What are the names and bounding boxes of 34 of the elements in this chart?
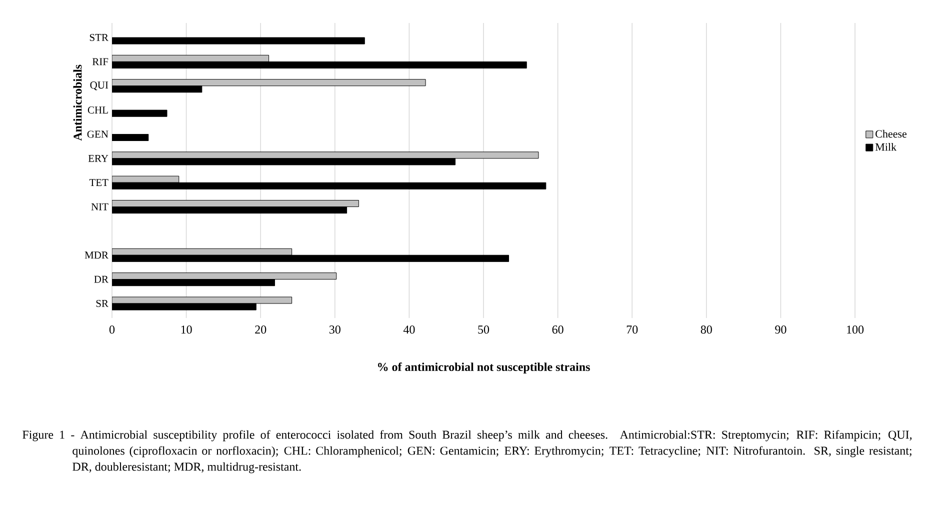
bar xyxy=(112,176,180,183)
bar xyxy=(112,54,270,62)
x-tick-label: 20 xyxy=(255,326,266,334)
x-tick-label: 70 xyxy=(626,326,638,334)
x-tick-label: 60 xyxy=(552,326,564,334)
y-tick-label: MDR xyxy=(84,252,108,259)
bar xyxy=(112,248,292,256)
legend-label: Cheese xyxy=(876,130,906,138)
x-tick-label: 10 xyxy=(181,326,192,334)
y-tick-label: TET xyxy=(89,179,108,186)
x-tick-label: 90 xyxy=(775,326,786,334)
bar xyxy=(112,272,337,280)
y-tick-label: SR xyxy=(96,300,108,308)
y-axis-title: Antimicrobials xyxy=(73,64,82,141)
x-tick-label: 30 xyxy=(329,326,340,334)
y-tick-label: CHL xyxy=(88,106,108,114)
x-tick-label: 40 xyxy=(403,326,415,334)
y-tick-label: ERY xyxy=(88,154,108,162)
x-tick-label: 0 xyxy=(109,326,115,334)
x-axis-title: % of antimicrobial not susceptible strains xyxy=(378,362,590,374)
bar xyxy=(112,152,539,159)
y-tick-label: STR xyxy=(90,34,108,42)
y-tick-label: DR xyxy=(94,276,108,283)
x-tick-label: 100 xyxy=(847,326,864,334)
y-tick-label: QUI xyxy=(90,82,108,90)
legend-label: Milk xyxy=(875,143,897,151)
bar xyxy=(112,200,359,208)
caption: Figure 1 - Antimicrobial susceptibility profile of enterococci isolated from South Brazil sheep’s milk and cheeses. Antimicrobial:STR: Streptomycin; RIF: Rifampicin; QUI, quinolones (ciprofloxacin or norfloxacin); CHL: Chloramphenicol; GEN: Gentamicin; ERY: Erythromycin; TET: Tetracycline; NIT: Nitrofurantoin. SR, single resistant; DR, doubleresistant; MDR, multidrug-resistant. xyxy=(22,430,912,474)
bar xyxy=(112,79,426,86)
y-tick-label: RIF xyxy=(92,58,108,66)
x-tick-label: 80 xyxy=(700,326,712,334)
x-tick-label: 50 xyxy=(478,326,490,334)
y-tick-label: NIT xyxy=(91,203,108,210)
y-tick-label: GEN xyxy=(87,130,108,138)
